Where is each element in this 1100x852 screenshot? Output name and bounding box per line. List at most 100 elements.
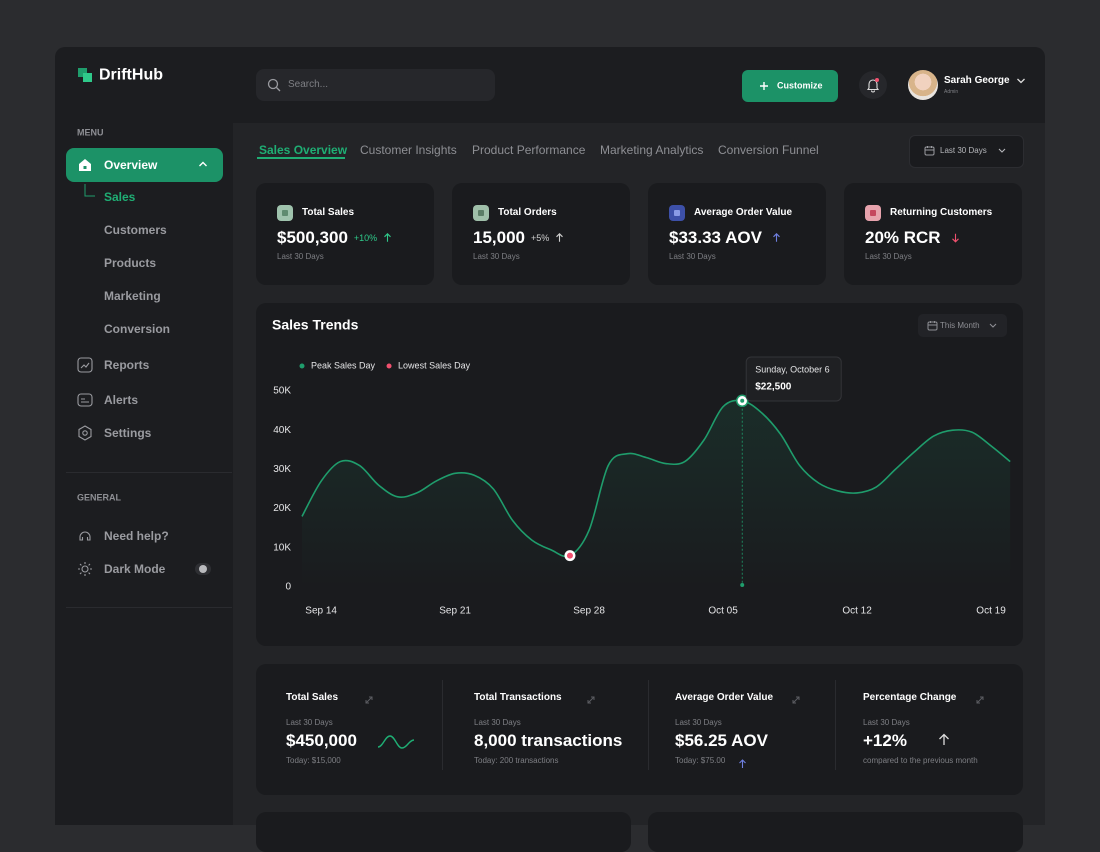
kpi-icon <box>669 205 685 226</box>
reports-icon <box>77 357 93 373</box>
kpi-value: $33.33 AOV <box>669 227 762 247</box>
sun-icon <box>78 562 92 576</box>
kpi-title: Total Sales <box>302 207 355 218</box>
alerts-icon <box>77 393 93 407</box>
kpi-value-row: 20% RCR <box>865 228 960 248</box>
y-tick-label: 30K <box>273 464 291 475</box>
sidebar-divider <box>66 607 232 608</box>
kpi-value-row: 15,000 +5% <box>473 228 564 248</box>
tab[interactable]: Marketing Analytics <box>600 142 704 157</box>
summary-value: $56.25 AOV <box>675 730 768 750</box>
summary-card <box>256 664 1023 795</box>
page: DriftHub { "brand": "DriftHub", "search"… <box>55 47 1045 852</box>
date-filter-label: Last 30 Days <box>940 146 987 156</box>
plus-icon <box>760 82 768 90</box>
kpi-card <box>648 183 826 285</box>
subnav-item[interactable]: Marketing <box>104 288 161 303</box>
kpi-period: Last 30 Days <box>865 252 912 262</box>
tab[interactable]: Conversion Funnel <box>718 142 819 157</box>
body: DriftHub Search... Customize Sarah Georg… <box>55 47 1045 852</box>
expand-icon <box>364 692 374 710</box>
x-tick-label: Sep 28 <box>573 606 605 617</box>
tab[interactable]: Customer Insights <box>360 142 457 157</box>
kpi-period: Last 30 Days <box>473 252 520 262</box>
x-tick-label: Sep 14 <box>305 606 337 617</box>
bell-icon <box>866 78 880 93</box>
nav-item[interactable]: Dark Mode <box>104 561 166 576</box>
chart-card: Sales Trends This Month 0 10K 20K 30K 40K 50K… <box>256 303 1023 646</box>
nav-label: Overview <box>104 157 158 172</box>
chart-filter[interactable] <box>918 314 1007 337</box>
tab[interactable]: Product Performance <box>472 142 586 157</box>
tooltip-value: $22,500 <box>755 382 792 393</box>
subnav-item-active[interactable]: Sales <box>104 189 136 204</box>
subnav-item[interactable]: Products <box>104 255 157 270</box>
settings-icon <box>78 425 92 441</box>
summary-value: +12% <box>863 730 907 750</box>
nav-item[interactable]: Alerts <box>104 392 139 407</box>
summary-title: Total Sales <box>286 692 339 703</box>
x-tick-label: Oct 05 <box>708 606 738 617</box>
sales-trend-chart: 0 10K 20K 30K 40K 50K Sep 14 Sep 21 Sep 28 Oct 05… <box>273 356 1011 617</box>
subnav-item[interactable]: Conversion <box>104 321 171 336</box>
lower-card <box>648 812 1023 852</box>
home-icon <box>79 159 91 171</box>
dark-mode-toggle[interactable] <box>195 563 211 575</box>
kpi-title: Returning Customers <box>890 207 993 218</box>
tab-active[interactable]: Sales Overview <box>259 142 348 157</box>
nav-item[interactable]: Reports <box>104 357 150 372</box>
help-icon <box>79 531 91 541</box>
nav-chevron <box>199 161 207 167</box>
customize-label: Customize <box>777 80 823 91</box>
summary-period: Last 30 Days <box>863 718 910 728</box>
summary-note: compared to the previous month <box>863 756 978 766</box>
date-filter[interactable] <box>909 135 1024 168</box>
tooltip-date: Sunday, October 6 <box>755 364 829 374</box>
user-name: Sarah George <box>944 75 1010 86</box>
y-tick-label: 40K <box>273 425 291 436</box>
summary-period: Last 30 Days <box>474 718 521 728</box>
legend-label: Peak Sales Day <box>311 360 376 370</box>
legend-swatch <box>299 363 305 369</box>
x-tick-label: Oct 19 <box>976 606 1006 617</box>
kpi-trend-arrow <box>555 233 564 243</box>
nav-item[interactable]: Need help? <box>104 528 169 543</box>
user-avatar[interactable] <box>908 70 938 100</box>
y-tick-label: 0 <box>285 582 291 593</box>
subnav-item[interactable]: Customers <box>104 222 167 237</box>
submenu-connector <box>84 184 95 197</box>
nav-item-active[interactable] <box>66 148 223 182</box>
summary-period: Last 30 Days <box>675 718 722 728</box>
kpi-title: Total Orders <box>498 207 557 218</box>
summary-note: Today: 200 transactions <box>474 756 559 766</box>
notification-button[interactable] <box>859 71 887 99</box>
kpi-value-row: $33.33 AOV <box>669 228 781 248</box>
summary-period: Last 30 Days <box>286 718 333 728</box>
kpi-change: +5% <box>531 232 550 243</box>
trend-arrow <box>938 733 950 751</box>
sparkline <box>377 733 415 756</box>
calendar-icon <box>924 146 935 156</box>
kpi-trend-arrow <box>772 233 781 243</box>
nav-item[interactable]: Settings <box>104 425 152 440</box>
kpi-period: Last 30 Days <box>277 252 324 262</box>
chart-filter-label: This Month <box>940 321 980 331</box>
kpi-period: Last 30 Days <box>669 252 716 262</box>
date-filter-chevron <box>998 148 1006 153</box>
search-placeholder: Search... <box>288 79 329 90</box>
kpi-card <box>844 183 1022 285</box>
summary-title: Percentage Change <box>863 692 957 703</box>
customize-button[interactable] <box>742 70 838 102</box>
search-box[interactable] <box>256 69 495 101</box>
user-chevron[interactable] <box>1016 77 1026 85</box>
summary-divider <box>835 680 836 770</box>
expand-icon <box>586 692 596 710</box>
general-label: GENERAL <box>77 492 122 503</box>
y-tick-label: 20K <box>273 503 291 514</box>
sidebar-divider <box>66 472 232 473</box>
kpi-value: $500,300 <box>277 227 348 247</box>
y-tick-label: 50K <box>273 386 291 397</box>
marker-core <box>740 398 745 403</box>
kpi-change: +10% <box>353 232 378 243</box>
peak-base-dot <box>740 583 745 587</box>
